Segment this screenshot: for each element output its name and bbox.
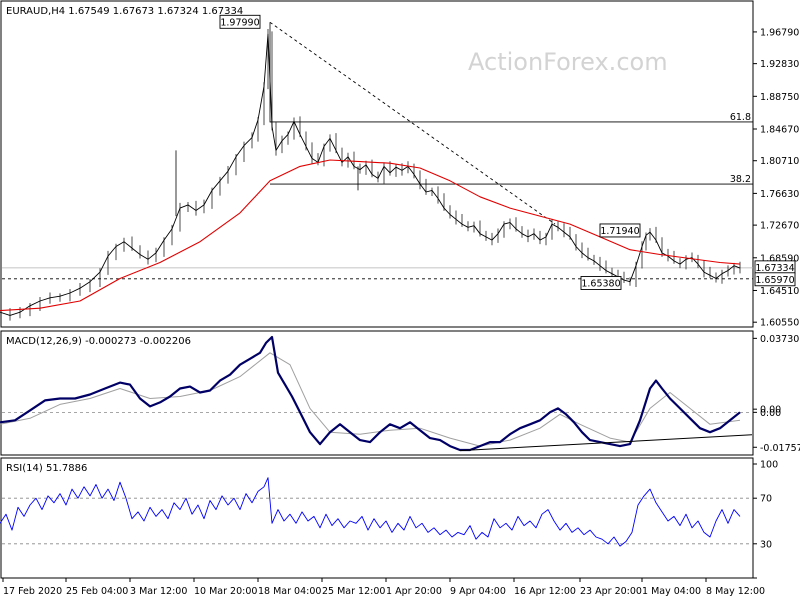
- macd-header: MACD(12,26,9) -0.000273 -0.002206: [6, 336, 191, 347]
- macd-panel: MACD(12,26,9) -0.000273 -0.002206 0.0373…: [0, 330, 800, 456]
- x-tick-label: 3 Mar 12:00: [130, 586, 187, 597]
- x-tick-label: 23 Apr 20:00: [580, 586, 642, 597]
- annotation-peak-label: 1.71940: [600, 226, 639, 237]
- price-y-tick-label: 1.96790: [760, 27, 799, 38]
- current-price-label: 1.67334: [755, 263, 794, 274]
- x-tick-label: 18 Mar 04:00: [258, 586, 321, 597]
- rsi-panel-frame: [0, 457, 754, 579]
- x-tick-label: 9 Apr 04:00: [450, 586, 506, 597]
- annotation-low-label-box: [580, 276, 622, 290]
- support-price-label-box: [754, 272, 796, 287]
- price-header: EURAUD,H4 1.67549 1.67673 1.67324 1.6733…: [6, 6, 243, 17]
- fib-level-label: 61.8: [730, 112, 751, 123]
- macd-line: [0, 335, 741, 452]
- x-tick-label: 25 Feb 04:00: [66, 586, 128, 597]
- watermark: ActionForex.com: [468, 48, 668, 76]
- price-y-tick-label: 1.92830: [760, 59, 799, 70]
- price-panel-frame: [0, 0, 754, 328]
- annotation-low-label: 1.65380: [581, 279, 620, 290]
- x-axis: 17 Feb 2020 25 Feb 04:00 3 Mar 12:00 10 Mar…: [2, 578, 765, 597]
- support-price-label: 1.65970: [755, 275, 794, 286]
- macd-trendline: [459, 434, 753, 452]
- x-tick-label: 1 May 04:00: [642, 586, 701, 597]
- x-tick-label: 16 Apr 12:00: [514, 586, 576, 597]
- rsi-y-tick-label: 30: [760, 539, 772, 550]
- x-tick-label: 25 Mar 12:00: [322, 586, 385, 597]
- rsi-panel: RSI(14) 51.7886 100 70 30: [0, 457, 778, 579]
- price-y-tick-label: 1.72670: [760, 221, 799, 232]
- rsi-y-tick-label: 100: [760, 460, 778, 471]
- price-y-tick-label: 1.88750: [760, 92, 799, 103]
- annotation-high-label-box: [219, 14, 261, 29]
- rsi-header: RSI(14) 51.7886: [6, 463, 87, 474]
- price-panel: ActionForex.com EURAUD,H4 1.67549 1.6767…: [0, 0, 799, 329]
- x-tick-label: 1 Apr 20:00: [386, 586, 442, 597]
- price-y-tick-label: 1.60550: [760, 318, 799, 329]
- macd-y-tick-label: 0.00: [760, 405, 781, 416]
- rsi-y-tick-label: 70: [760, 494, 772, 505]
- annotation-peak-label-box: [599, 223, 641, 238]
- rsi-line: [0, 477, 741, 547]
- price-y-tick-label: 1.84670: [760, 124, 799, 135]
- price-y-tick-label: 1.64510: [760, 286, 799, 297]
- x-tick-label: 8 May 12:00: [706, 586, 765, 597]
- x-tick-label: 10 Mar 20:00: [194, 586, 257, 597]
- fib-level-label: 38.2: [730, 174, 751, 185]
- x-tick-label: 17 Feb 2020: [3, 586, 62, 597]
- macd-y-tick-label: 0.00: [760, 408, 781, 419]
- price-y-tick-label: 1.68590: [760, 253, 799, 264]
- annotation-high-label: 1.97990: [220, 17, 259, 28]
- price-trendline: [269, 21, 556, 225]
- ema-line: [0, 159, 741, 312]
- price-y-tick-label: 1.76630: [760, 189, 799, 200]
- price-y-tick-label: 1.80710: [760, 156, 799, 167]
- macd-y-tick-label: 0.037301: [760, 334, 800, 345]
- macd-y-tick-label: -0.017577: [760, 443, 800, 454]
